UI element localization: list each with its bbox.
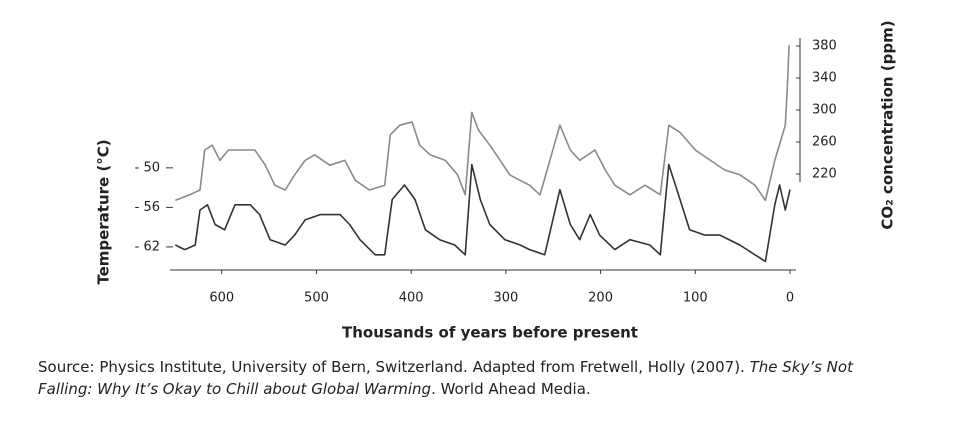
y2-axis-title: CO₂ concentration (ppm) [879, 20, 897, 229]
x-axis-title: Thousands of years before present [342, 324, 638, 342]
data-line [175, 45, 790, 202]
x-tick-label: 200 [588, 291, 613, 306]
y-axis-title: Temperature (°C) [95, 139, 113, 284]
x-tick-label: 100 [683, 291, 708, 306]
y2-tick-label: 220 [812, 167, 837, 182]
y2-tick-label: 380 [812, 39, 837, 54]
y2-tick-label: 340 [812, 71, 837, 86]
chart: Thousands of years before present Temper… [95, 20, 897, 342]
source-note: Source: Physics Institute, University of… [38, 356, 878, 400]
y-tick-label: - 62 [135, 239, 160, 254]
source-text: . World Ahead Media. [431, 380, 591, 398]
y2-tick-label: 300 [812, 103, 837, 118]
x-tick-label: 400 [399, 291, 424, 306]
source-text: Source: Physics Institute, University of… [38, 358, 750, 376]
y-tick-label: - 50 [135, 160, 160, 175]
x-tick-label: 500 [304, 291, 329, 306]
x-tick-label: 600 [209, 291, 234, 306]
y2-tick-label: 260 [812, 135, 837, 150]
source-title: The Sky’s Not Falling: Why It’s Okay to … [38, 358, 853, 398]
x-tick-label: 300 [493, 291, 518, 306]
data-line [174, 163, 791, 263]
y-tick-label: - 56 [135, 200, 160, 215]
x-tick-label: 0 [786, 291, 794, 306]
